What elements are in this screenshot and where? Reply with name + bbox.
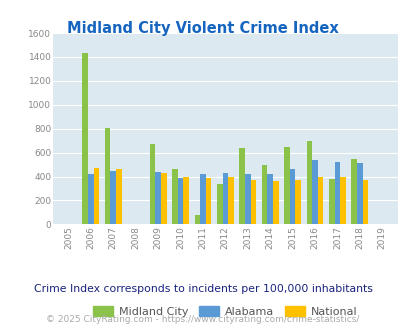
Bar	[110, 171, 116, 224]
Bar	[244, 174, 250, 224]
Bar	[362, 180, 367, 224]
Bar	[222, 173, 228, 224]
Text: © 2025 CityRating.com - https://www.cityrating.com/crime-statistics/: © 2025 CityRating.com - https://www.city…	[46, 315, 359, 324]
Bar	[200, 174, 205, 224]
Bar	[328, 179, 334, 224]
Bar	[183, 177, 188, 224]
Bar	[261, 165, 266, 224]
Bar	[216, 184, 222, 224]
Legend: Midland City, Alabama, National: Midland City, Alabama, National	[90, 303, 360, 320]
Text: Crime Index corresponds to incidents per 100,000 inhabitants: Crime Index corresponds to incidents per…	[34, 284, 371, 294]
Bar	[116, 169, 121, 224]
Bar	[149, 144, 155, 224]
Bar	[250, 180, 256, 224]
Bar	[317, 177, 322, 224]
Bar	[284, 147, 289, 224]
Bar	[339, 177, 345, 224]
Bar	[160, 173, 166, 224]
Bar	[94, 168, 99, 224]
Bar	[294, 180, 300, 224]
Bar	[82, 53, 88, 224]
Bar	[88, 174, 94, 224]
Bar	[205, 178, 211, 224]
Bar	[334, 162, 339, 224]
Bar	[289, 169, 294, 224]
Bar	[306, 141, 311, 224]
Bar	[194, 215, 200, 224]
Bar	[239, 148, 244, 224]
Bar	[228, 177, 233, 224]
Bar	[155, 172, 160, 224]
Bar	[350, 159, 356, 224]
Text: Midland City Violent Crime Index: Midland City Violent Crime Index	[67, 21, 338, 36]
Bar	[311, 160, 317, 224]
Bar	[266, 174, 272, 224]
Bar	[172, 169, 177, 224]
Bar	[356, 163, 362, 224]
Bar	[177, 178, 183, 224]
Bar	[104, 127, 110, 224]
Bar	[272, 181, 278, 224]
